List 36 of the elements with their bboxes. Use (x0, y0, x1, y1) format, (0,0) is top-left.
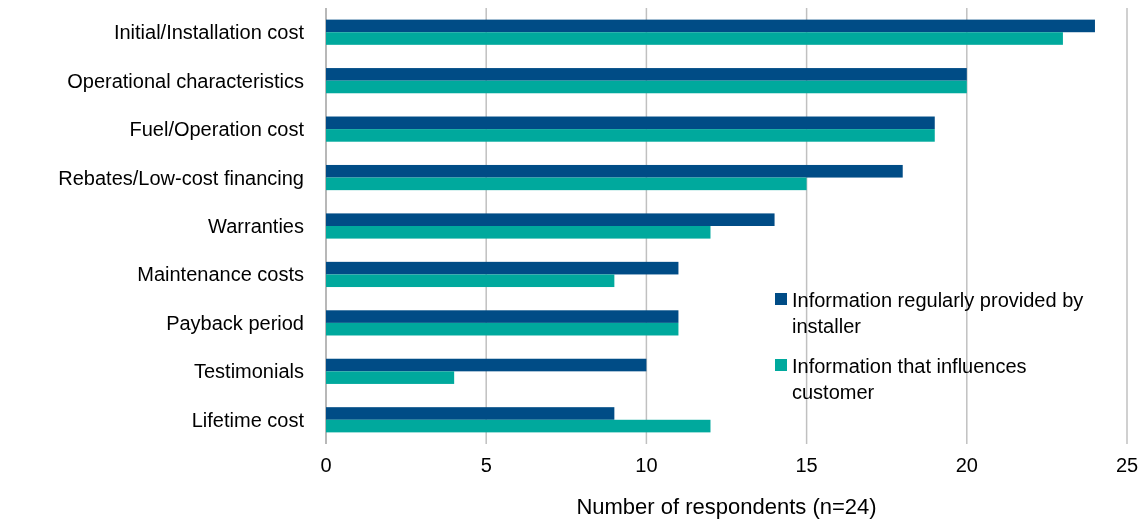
y-tick-label: Warranties (208, 215, 304, 237)
x-tick-label: 20 (955, 454, 978, 476)
bar (326, 407, 615, 420)
bar (326, 358, 647, 372)
y-tick-label: Operational characteristics (67, 69, 304, 92)
x-axis-title: Number of respondents (n=24) (576, 494, 877, 519)
bar (326, 226, 711, 239)
y-tick-label: Lifetime cost (191, 408, 305, 431)
x-tick-label: 10 (635, 454, 658, 476)
y-tick-label: Initial/Installation cost (113, 21, 305, 44)
bar (326, 213, 775, 226)
bar (326, 164, 903, 178)
bar (326, 19, 1095, 33)
bar (326, 371, 455, 384)
y-tick-label: Payback period (166, 311, 304, 334)
bar (326, 116, 935, 130)
bar (326, 177, 807, 191)
y-tick-label: Testimonials (193, 360, 304, 383)
y-tick-label: Maintenance costs (137, 263, 304, 286)
x-tick-label: 15 (795, 454, 818, 476)
bar (326, 274, 615, 288)
bar (326, 129, 935, 142)
legend-label: Information regularly provided by installer (792, 289, 1084, 337)
y-tick-label: Rebates/Low-cost financing (58, 166, 304, 189)
x-tick-label: 25 (1115, 454, 1139, 476)
x-tick-label: 0 (320, 454, 332, 476)
bar (326, 68, 967, 81)
bar (326, 261, 679, 275)
bar (326, 419, 711, 433)
bar (326, 32, 1063, 45)
bar (326, 322, 679, 336)
legend-label: Information that influences customer (792, 355, 1027, 403)
x-tick-label: 5 (480, 454, 492, 476)
bar (326, 310, 679, 323)
bar (326, 80, 967, 94)
y-tick-label: Fuel/Operation cost (129, 118, 305, 141)
